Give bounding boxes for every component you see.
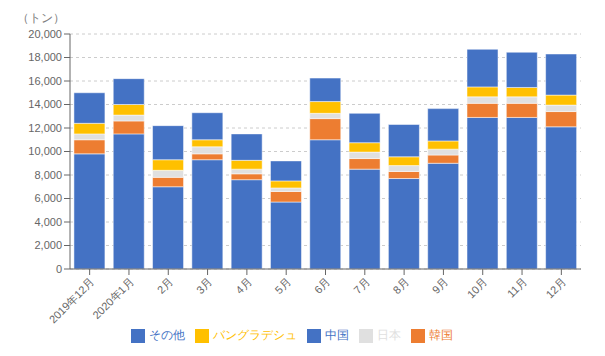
svg-text:14,000: 14,000 xyxy=(28,98,62,110)
html-text:バングラデシュ: バングラデシュ xyxy=(212,328,297,342)
svg-text:10月: 10月 xyxy=(465,275,490,300)
svg-text:10,000: 10,000 xyxy=(28,145,62,157)
svg-text:7月: 7月 xyxy=(351,275,372,296)
svg-text:4,000: 4,000 xyxy=(34,216,62,228)
svg-text:8月: 8月 xyxy=(390,275,411,296)
svg-text:11月: 11月 xyxy=(505,275,529,299)
svg-text:20,000: 20,000 xyxy=(28,28,62,40)
svg-text:4月: 4月 xyxy=(233,275,254,296)
svg-text:2月: 2月 xyxy=(155,275,176,296)
svg-text:8,000: 8,000 xyxy=(34,169,62,181)
svg-text:6月: 6月 xyxy=(312,275,333,296)
svg-text:9月: 9月 xyxy=(430,275,451,296)
svg-text:16,000: 16,000 xyxy=(28,75,62,87)
svg-text:0: 0 xyxy=(56,263,62,275)
svg-text:2020年1月: 2020年1月 xyxy=(90,275,136,321)
html-text:その他: その他 xyxy=(148,328,185,342)
svg-text:2019年12月: 2019年12月 xyxy=(47,275,97,325)
html-text:韓国: 韓国 xyxy=(428,328,453,342)
svg-text:12,000: 12,000 xyxy=(28,122,62,134)
svg-text:3月: 3月 xyxy=(194,275,215,296)
svg-text:（トン）: （トン） xyxy=(17,11,65,25)
svg-text:2,000: 2,000 xyxy=(34,239,62,251)
svg-text:18,000: 18,000 xyxy=(28,51,62,63)
html-text:中国: 中国 xyxy=(324,328,349,342)
svg-text:6,000: 6,000 xyxy=(34,192,62,204)
svg-text:5月: 5月 xyxy=(273,275,294,296)
svg-text:12月: 12月 xyxy=(543,275,568,300)
html-text:日本: 日本 xyxy=(376,328,401,342)
